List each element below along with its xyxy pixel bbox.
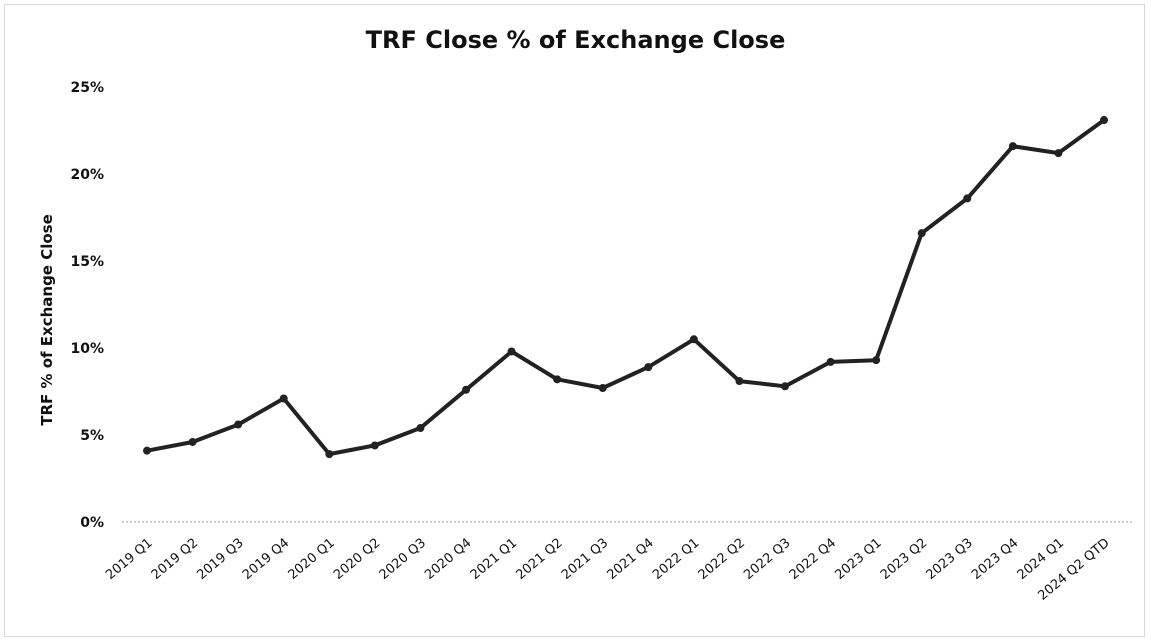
data-point xyxy=(1008,142,1017,151)
x-tick-label: 2021 Q1 xyxy=(468,536,520,583)
chart-title: TRF Close % of Exchange Close xyxy=(365,26,786,54)
data-point xyxy=(188,437,197,446)
data-point xyxy=(917,229,926,238)
data-point xyxy=(462,385,470,394)
x-tick-label: 2022 Q4 xyxy=(787,536,839,583)
x-tick-label: 2020 Q4 xyxy=(422,536,474,583)
data-point xyxy=(963,194,972,203)
series-line xyxy=(145,118,1106,457)
data-points xyxy=(143,116,1108,459)
data-point xyxy=(735,377,744,386)
x-tick-label: 2020 Q2 xyxy=(331,536,383,583)
y-axis-ticks: 0% 5% 10% 15% 20% 25% xyxy=(70,80,104,531)
y-tick-label: 15% xyxy=(70,254,104,270)
chart-frame xyxy=(4,4,1145,637)
x-tick-label: 2023 Q2 xyxy=(878,536,930,583)
data-point xyxy=(234,420,243,429)
data-point xyxy=(143,446,151,455)
data-point xyxy=(507,347,516,356)
x-tick-label: 2020 Q1 xyxy=(286,536,338,583)
data-point xyxy=(872,356,881,365)
data-point xyxy=(644,363,653,372)
x-tick-label: 2023 Q1 xyxy=(832,536,884,583)
data-point xyxy=(553,375,562,384)
x-tick-label: 2019 Q2 xyxy=(149,536,201,583)
y-tick-label: 25% xyxy=(70,80,104,96)
y-tick-label: 20% xyxy=(70,167,104,183)
x-tick-label: 2019 Q4 xyxy=(240,536,292,583)
x-tick-label: 2019 Q1 xyxy=(103,536,155,583)
y-tick-label: 0% xyxy=(80,515,104,531)
x-tick-label: 2023 Q3 xyxy=(924,536,976,583)
x-tick-label: 2019 Q3 xyxy=(194,536,246,583)
data-point xyxy=(1100,116,1108,125)
y-tick-label: 10% xyxy=(70,341,104,357)
data-point xyxy=(781,382,789,391)
data-point xyxy=(325,450,334,459)
y-tick-label: 5% xyxy=(80,428,104,444)
x-tick-label: 2023 Q4 xyxy=(969,536,1021,583)
data-point xyxy=(689,335,698,344)
x-tick-label: 2021 Q3 xyxy=(559,536,611,583)
data-point xyxy=(416,424,425,433)
x-tick-label: 2022 Q2 xyxy=(696,536,748,583)
x-tick-label: 2022 Q1 xyxy=(650,536,702,583)
x-tick-label: 2022 Q3 xyxy=(741,536,793,583)
x-tick-label: 2021 Q4 xyxy=(605,536,657,583)
x-tick-label: 2021 Q2 xyxy=(513,536,565,583)
data-point xyxy=(826,357,835,366)
data-point xyxy=(598,384,607,393)
x-tick-label: 2020 Q3 xyxy=(377,536,429,583)
data-point xyxy=(1054,149,1063,158)
data-point xyxy=(279,394,288,403)
data-point xyxy=(370,441,379,450)
